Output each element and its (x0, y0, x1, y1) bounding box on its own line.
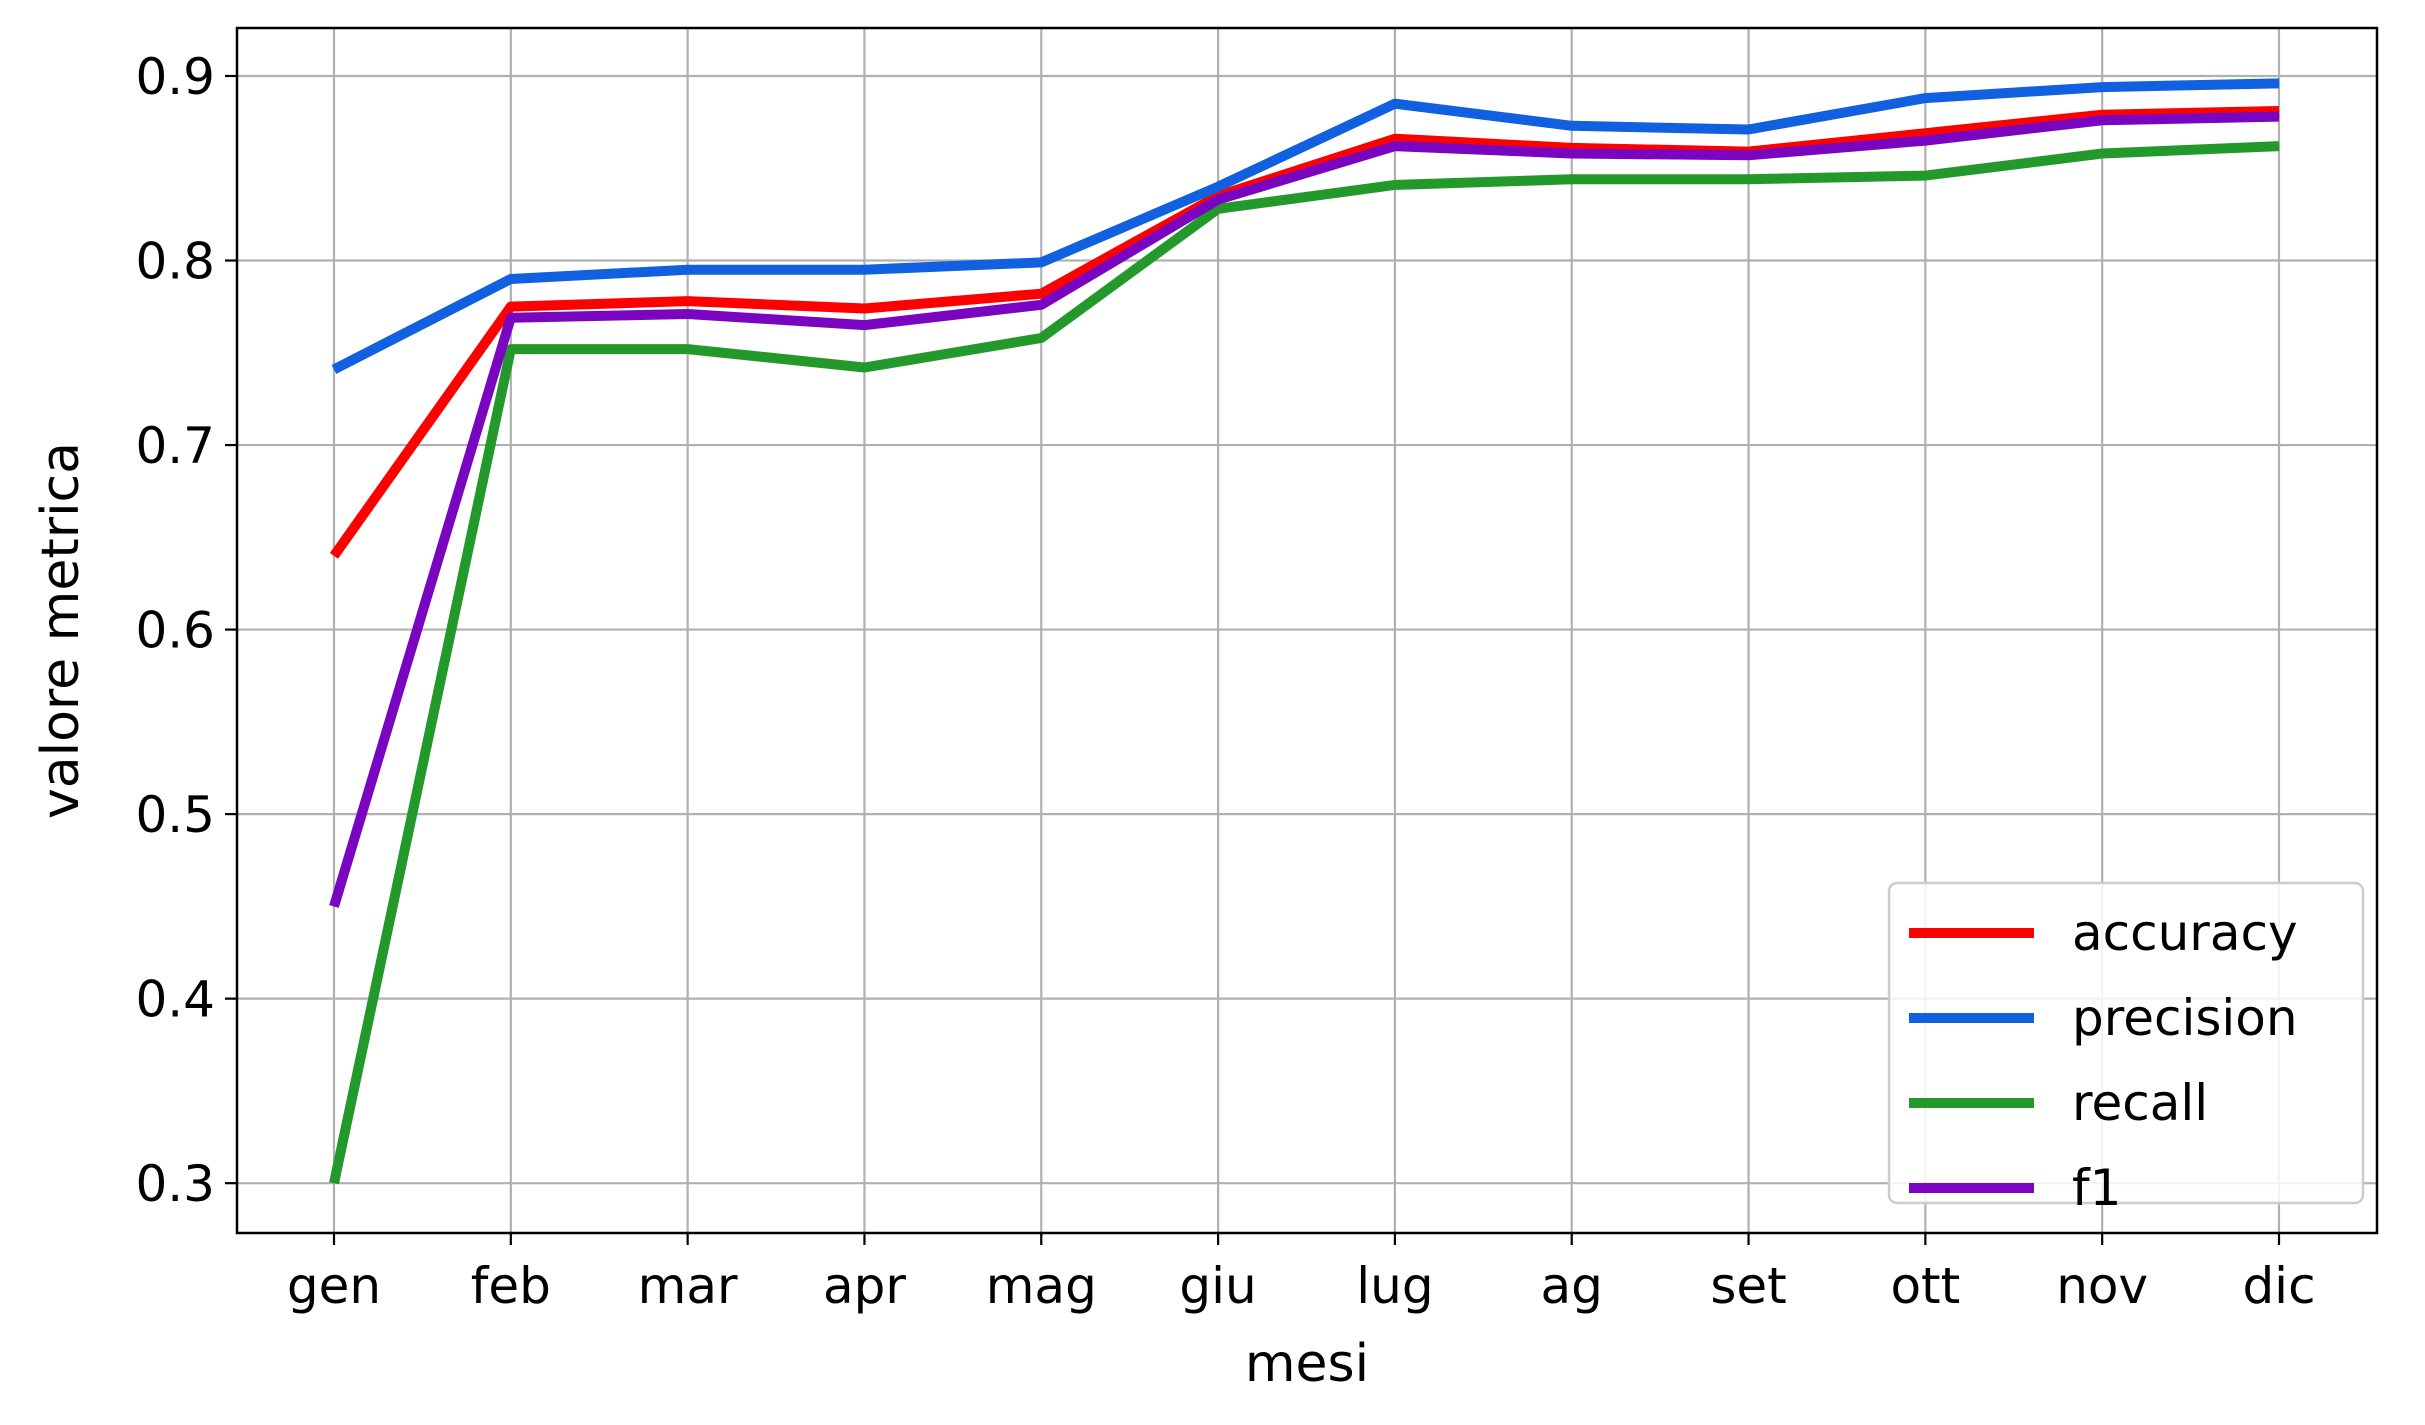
data-point-precision (510, 278, 512, 280)
data-point-f1 (1571, 152, 1573, 154)
x-tick-label: nov (2056, 1257, 2148, 1315)
data-point-f1 (2278, 116, 2280, 118)
legend-item-recall: recall (1909, 1074, 2208, 1132)
data-point-precision (2101, 86, 2103, 88)
data-point-recall (2278, 145, 2280, 147)
y-tick-label: 0.3 (135, 1155, 215, 1213)
x-tick-label: apr (823, 1257, 906, 1315)
x-axis: gen feb mar apr mag giu lug ag set ott nov dic (287, 1233, 2316, 1315)
legend-item-accuracy: accuracy (1909, 904, 2298, 962)
y-tick-label: 0.6 (135, 602, 215, 660)
data-point-precision (1571, 125, 1573, 127)
data-point-f1 (687, 313, 689, 315)
data-point-precision (1394, 103, 1396, 105)
y-axis: 0.3 0.4 0.5 0.6 0.7 0.8 0.9 (135, 48, 237, 1213)
x-tick-label: lug (1356, 1257, 1433, 1315)
data-point-recall (2101, 152, 2103, 154)
series-line-f1 (329, 111, 2280, 908)
data-point-f1 (1394, 145, 1396, 147)
data-point-precision (2278, 82, 2280, 84)
data-point-recall (1924, 175, 1926, 177)
data-point-accuracy (1394, 138, 1396, 140)
legend-box (1887, 881, 2365, 1205)
data-point-accuracy (510, 306, 512, 308)
x-tick-label: feb (471, 1257, 551, 1315)
data-point-f1 (1040, 304, 1042, 306)
data-point-accuracy (1571, 147, 1573, 149)
x-axis-label: mesi (1245, 1334, 1369, 1394)
series-precision (331, 78, 2280, 374)
x-tick-label: ag (1541, 1257, 1603, 1315)
legend-label: accuracy (2072, 904, 2298, 962)
data-point-recall (687, 348, 689, 350)
legend-item-precision: precision (1909, 989, 2298, 1047)
data-point-accuracy (1040, 293, 1042, 295)
data-point-f1 (1217, 199, 1219, 201)
data-point-recall (1217, 208, 1219, 210)
data-point-f1 (1924, 140, 1926, 142)
data-point-precision (1217, 186, 1219, 188)
data-point-recall (863, 367, 865, 369)
y-tick-label: 0.4 (135, 971, 215, 1029)
legend-label: recall (2072, 1074, 2208, 1132)
data-point-precision (863, 269, 865, 271)
legend-label: precision (2072, 989, 2298, 1047)
data-point-f1 (1748, 154, 1750, 156)
series-line-accuracy (329, 106, 2280, 559)
data-point-f1 (2101, 119, 2103, 121)
series-line-precision (331, 78, 2280, 374)
data-point-f1 (333, 905, 335, 907)
x-tick-label: mag (986, 1257, 1097, 1315)
data-point-f1 (863, 324, 865, 326)
data-point-precision (1924, 97, 1926, 99)
data-point-accuracy (687, 300, 689, 302)
x-tick-label: mar (638, 1257, 738, 1315)
data-point-accuracy (863, 307, 865, 309)
y-tick-label: 0.8 (135, 233, 215, 291)
data-point-recall (1571, 178, 1573, 180)
data-point-precision (333, 368, 335, 370)
y-axis-label: valore metrica (31, 442, 91, 819)
data-point-accuracy (1924, 132, 1926, 134)
data-point-precision (687, 269, 689, 271)
x-tick-label: gen (287, 1257, 381, 1315)
x-tick-label: set (1710, 1257, 1786, 1315)
data-point-recall (510, 348, 512, 350)
data-point-accuracy (2278, 110, 2280, 112)
legend-label: f1 (2072, 1159, 2121, 1217)
series-recall (329, 141, 2280, 1185)
x-tick-label: giu (1179, 1257, 1256, 1315)
data-point-accuracy (2101, 114, 2103, 116)
data-point-recall (333, 1182, 335, 1184)
data-point-precision (1040, 261, 1042, 263)
data-point-recall (1040, 337, 1042, 339)
x-tick-label: dic (2242, 1257, 2315, 1315)
series-line-recall (329, 141, 2280, 1185)
data-point-accuracy (333, 555, 335, 557)
y-tick-label: 0.9 (135, 48, 215, 106)
legend-item-f1: f1 (1909, 1159, 2121, 1217)
y-tick-label: 0.7 (135, 417, 215, 475)
data-point-recall (1748, 178, 1750, 180)
y-tick-label: 0.5 (135, 786, 215, 844)
legend: accuracy precision recall f1 (1887, 881, 2365, 1217)
series-layer (329, 78, 2280, 1185)
data-point-precision (1748, 128, 1750, 130)
series-f1 (329, 111, 2280, 908)
x-tick-label: ott (1890, 1257, 1960, 1315)
data-point-recall (1394, 184, 1396, 186)
data-point-f1 (510, 317, 512, 319)
